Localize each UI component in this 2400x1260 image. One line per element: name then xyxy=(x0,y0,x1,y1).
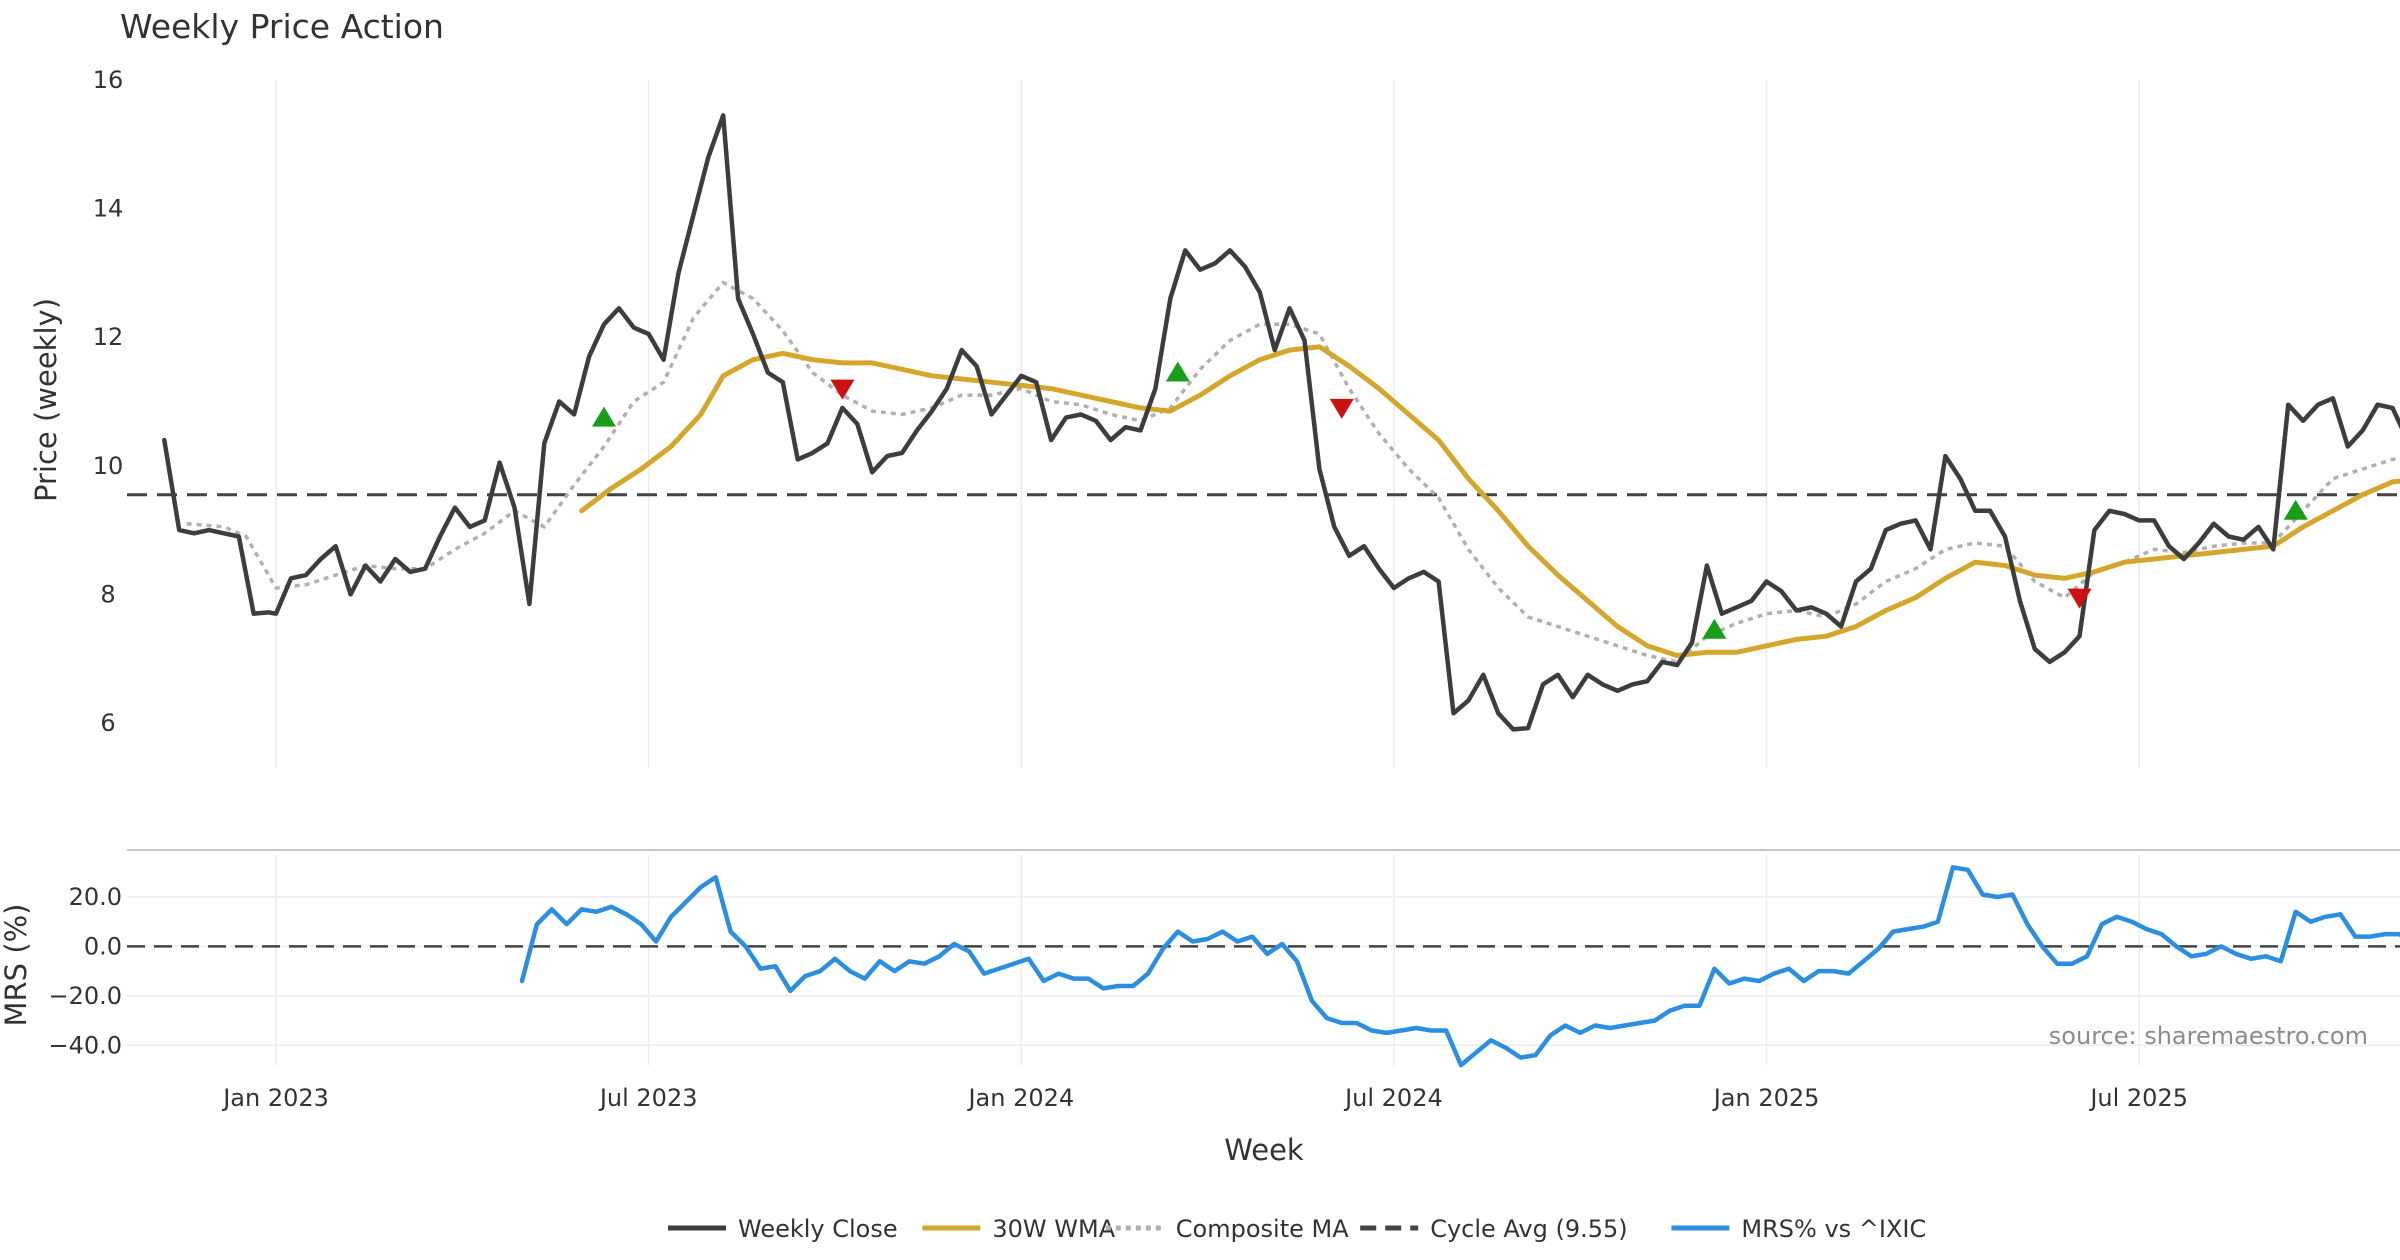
x-ticks: Jan 2023 Jul 2023 Jan 2024 Jul 2024 Jan 2025… xyxy=(221,1084,2188,1112)
buy-signal-marker xyxy=(591,406,616,427)
mrs-y-ticks: −40.0 −20.0 0.0 20.0 xyxy=(48,883,122,1059)
price-plot-area xyxy=(127,113,2400,732)
sell-signal-marker xyxy=(1329,398,1354,419)
x-tick-label: Jan 2024 xyxy=(966,1084,1074,1112)
x-tick-label: Jul 2025 xyxy=(2088,1084,2188,1112)
mrs-y-tick-label: −20.0 xyxy=(48,982,122,1010)
price-y-tick-label: 14 xyxy=(93,195,124,223)
x-axis-label: Week xyxy=(1224,1133,1304,1167)
legend: Weekly Close 30W WMA Composite MA Cycle Avg… xyxy=(668,1215,1926,1243)
legend-label: Composite MA xyxy=(1176,1215,1349,1243)
price-y-tick-label: 10 xyxy=(93,452,124,480)
legend-label: Cycle Avg (9.55) xyxy=(1430,1215,1627,1243)
buy-signal-marker xyxy=(1702,618,1727,639)
price-y-tick-label: 6 xyxy=(100,709,115,737)
mrs-y-tick-label: −40.0 xyxy=(48,1031,122,1059)
price-grid xyxy=(275,80,2140,768)
legend-label: MRS% vs ^IXIC xyxy=(1741,1215,1926,1243)
mrs-y-tick-label: 20.0 xyxy=(69,883,122,911)
price-y-tick-label: 8 xyxy=(100,580,115,608)
price-y-axis-label: Price (weekly) xyxy=(29,298,63,502)
source-note: source: sharemaestro.com xyxy=(2049,1022,2368,1050)
mrs-plot-area xyxy=(127,865,2400,1068)
x-tick-label: Jul 2024 xyxy=(1343,1084,1443,1112)
chart-title: Weekly Price Action xyxy=(120,7,444,46)
legend-label: Weekly Close xyxy=(738,1215,898,1243)
sell-signal-marker xyxy=(2067,588,2092,609)
x-tick-label: Jul 2023 xyxy=(598,1084,698,1112)
buy-signal-marker xyxy=(2283,499,2308,520)
weekly-close-line xyxy=(162,113,2400,732)
x-tick-label: Jan 2025 xyxy=(1712,1084,1820,1112)
wma-30w-line xyxy=(579,344,2400,658)
x-tick-label: Jan 2023 xyxy=(221,1084,329,1112)
price-y-tick-label: 12 xyxy=(93,323,124,351)
price-y-tick-label: 16 xyxy=(93,66,124,94)
legend-label: 30W WMA xyxy=(992,1215,1115,1243)
mrs-y-axis-label: MRS (%) xyxy=(0,904,33,1027)
sell-signal-marker xyxy=(830,379,855,400)
price-y-ticks: 6 8 10 12 14 16 xyxy=(93,66,124,737)
mrs-y-tick-label: 0.0 xyxy=(84,932,122,960)
buy-signal-marker xyxy=(1165,361,1190,382)
mrs-line xyxy=(519,865,2400,1068)
composite-ma-line xyxy=(186,280,2400,664)
